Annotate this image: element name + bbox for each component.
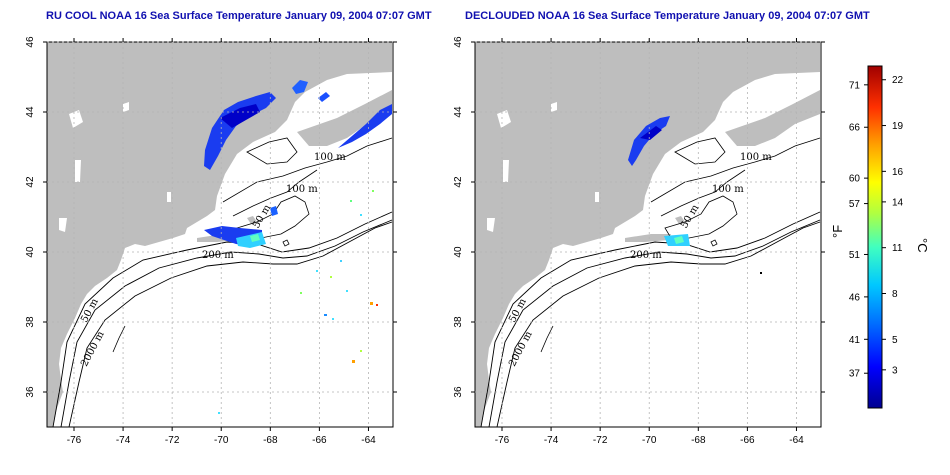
fahrenheit-tick-label: 60 [849,174,861,185]
left-contour-label-100m-a: 100 m [314,152,346,163]
celsius-label: °C [915,238,930,253]
left-map-ticks: -76 -74 -72 -70 -68 -66 -64 36 38 40 42 44 46 [25,36,397,446]
left-lon-tick-label: -74 [116,435,131,446]
celsius-tick-label: 8 [892,289,898,300]
celsius-tick-label: 5 [892,335,898,346]
celsius-tick-label: 11 [892,243,903,254]
right-lon-tick-label: -64 [789,435,804,446]
left-lon-tick-label: -64 [361,435,376,446]
celsius-tick-label: 22 [892,75,904,86]
left-lon-tick-label: -68 [263,435,278,446]
right-lon-tick-label: -70 [642,435,657,446]
right-lat-tick-label: 42 [453,176,464,188]
right-contour-label-100m-a: 100 m [740,152,772,163]
right-lon-tick-label: -72 [593,435,608,446]
left-contour-label-100m-b: 100 m [286,184,318,195]
fahrenheit-tick-label: 46 [849,292,861,303]
fahrenheit-label: °F [830,225,845,238]
fahrenheit-tick-label: 37 [849,369,861,380]
fahrenheit-tick-label: 66 [849,123,861,134]
colorbar-ticks: 22 19 16 14 11 8 5 3 71 66 60 57 51 46 41 37 [849,75,904,379]
right-contour-label-100m-b: 100 m [712,184,744,195]
left-map-grid [47,41,393,427]
celsius-tick-label: 16 [892,167,904,178]
left-lat-tick-label: 46 [25,36,36,48]
fahrenheit-tick-label: 71 [849,80,861,91]
left-lat-tick-label: 36 [25,386,36,398]
left-lon-tick-label: -72 [165,435,180,446]
right-lat-tick-label: 36 [453,386,464,398]
right-lat-tick-label: 46 [453,36,464,48]
left-sst-pixels [204,80,392,414]
right-contour-label-200m: 200 m [630,250,662,261]
fahrenheit-tick-label: 41 [849,335,861,346]
right-map-grid [475,41,821,427]
celsius-tick-label: 19 [892,121,904,132]
left-lon-tick-label: -70 [214,435,229,446]
left-map-title: RU COOL NOAA 16 Sea Surface Temperature … [46,10,432,22]
colorbar-gradient [867,65,883,409]
right-sst-pixels [628,116,762,274]
celsius-tick-label: 14 [892,197,904,208]
left-lon-tick-label: -66 [312,435,327,446]
left-lat-tick-label: 40 [25,246,36,258]
left-lat-tick-label: 44 [25,106,36,118]
right-lat-tick-label: 38 [453,316,464,328]
right-lon-tick-label: -76 [495,435,510,446]
colorbar: 22 19 16 14 11 8 5 3 71 66 60 57 51 46 41 37 °F °C [830,65,930,409]
right-lon-tick-label: -74 [544,435,559,446]
right-lon-tick-label: -68 [691,435,706,446]
left-lat-tick-label: 38 [25,316,36,328]
right-map-title: DECLOUDED NOAA 16 Sea Surface Temperatur… [465,10,870,22]
right-lon-tick-label: -66 [740,435,755,446]
left-lon-tick-label: -76 [67,435,82,446]
fahrenheit-tick-label: 57 [849,199,861,210]
celsius-tick-label: 3 [892,365,898,376]
right-map-ticks: -76 -74 -72 -70 -68 -66 -64 36 38 40 42 44 46 [453,36,825,446]
right-lat-tick-label: 40 [453,246,464,258]
left-contour-label-200m: 200 m [202,250,234,261]
left-lat-tick-label: 42 [25,176,36,188]
fahrenheit-tick-label: 51 [849,250,861,261]
right-lat-tick-label: 44 [453,106,464,118]
